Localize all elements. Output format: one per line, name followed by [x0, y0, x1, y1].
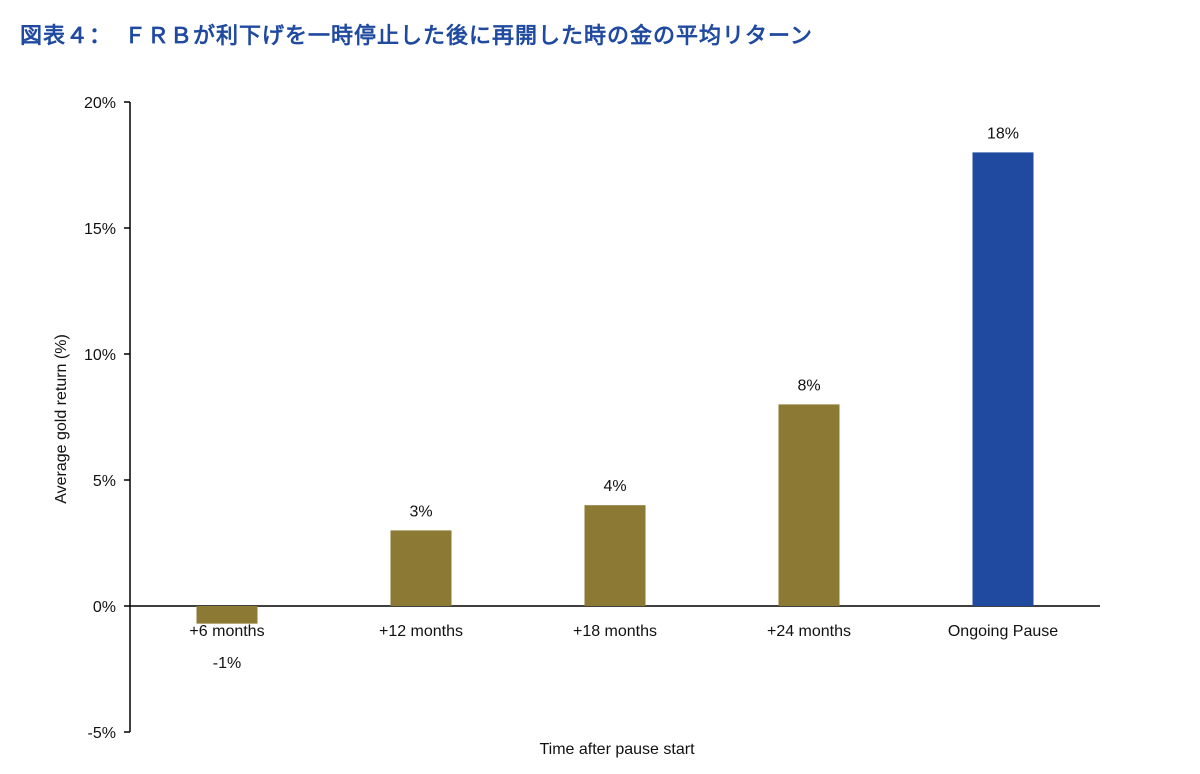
- x-tick-label: +18 months: [573, 623, 657, 640]
- y-axis-title: Average gold return (%): [53, 334, 70, 504]
- x-tick-label: Ongoing Pause: [948, 623, 1058, 640]
- bars: [196, 152, 1034, 624]
- y-tick-label: 5%: [93, 473, 116, 490]
- y-tick-label: 10%: [84, 347, 116, 364]
- data-label: -1%: [213, 655, 241, 672]
- data-label: 18%: [987, 125, 1019, 142]
- bar: [778, 404, 840, 606]
- bar: [390, 530, 452, 606]
- data-label: 8%: [797, 377, 820, 394]
- y-tick-label: -5%: [88, 725, 116, 742]
- x-tick-label: +24 months: [767, 623, 851, 640]
- y-tick-label: 0%: [93, 599, 116, 616]
- bar: [972, 152, 1034, 606]
- chart-title: 図表４： ＦＲＢが利下げを一時停止した後に再開した時の金の平均リターン: [20, 24, 813, 49]
- y-tick-label: 20%: [84, 95, 116, 112]
- labels: +6 months -1% +12 months 3% +18 months 4% +24 …: [53, 125, 1058, 758]
- x-tick-label: +12 months: [379, 623, 463, 640]
- x-axis-title: Time after pause start: [539, 741, 695, 758]
- x-tick-label: +6 months: [189, 623, 264, 640]
- y-tick-label: 15%: [84, 221, 116, 238]
- data-label: 3%: [409, 503, 432, 520]
- bar: [584, 505, 646, 606]
- bar: [196, 606, 258, 624]
- axes: -5% 0% 5% 10% 15% 20%: [84, 95, 1100, 742]
- data-label: 4%: [603, 478, 626, 495]
